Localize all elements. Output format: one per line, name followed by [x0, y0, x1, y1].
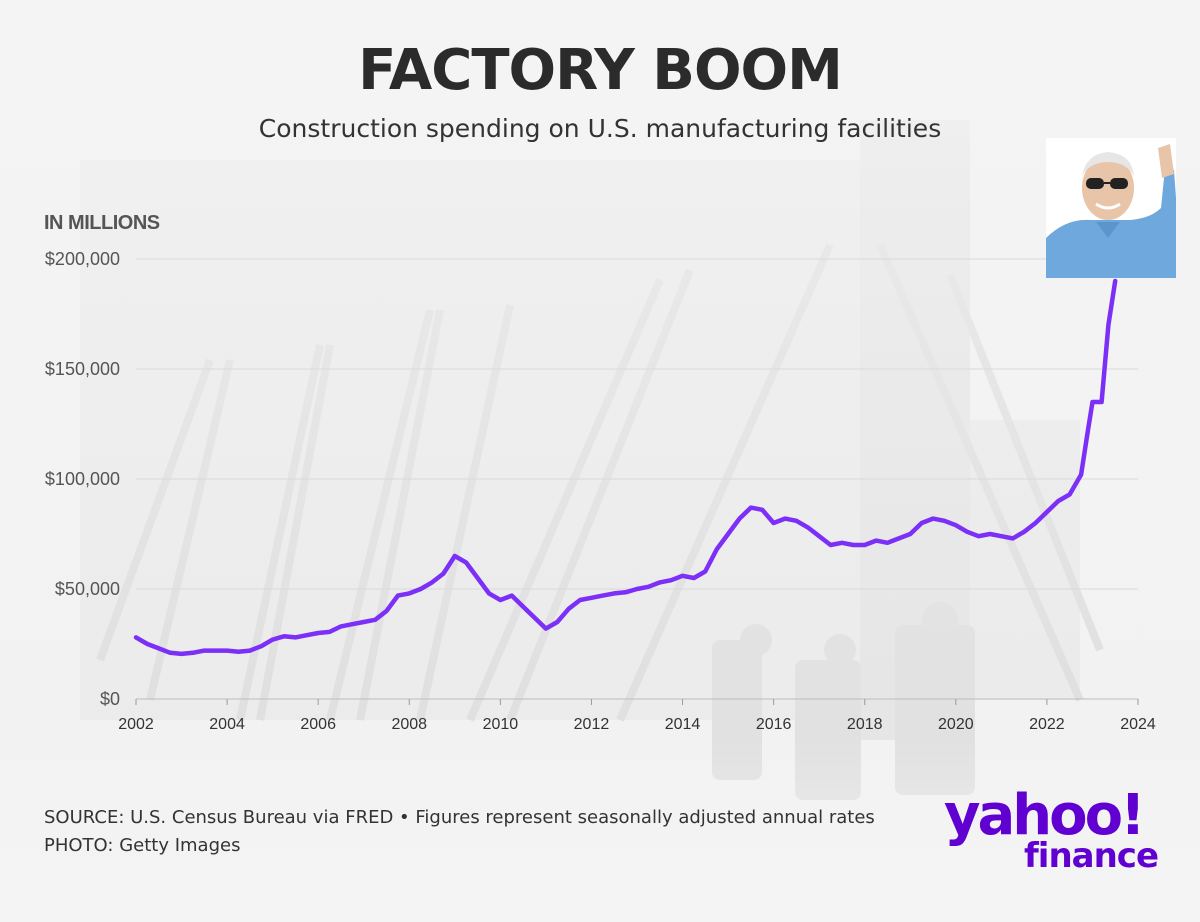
y-axis-unit-label: IN MILLIONS	[44, 212, 160, 234]
x-tick-label: 2014	[665, 716, 701, 733]
inset-portrait-photo	[1046, 138, 1176, 278]
yahoo-finance-logo: yahoo! finance	[944, 783, 1174, 877]
x-tick-label: 2024	[1120, 716, 1156, 733]
x-tick-label: 2006	[300, 716, 336, 733]
series-line	[133, 278, 1118, 657]
chart-subtitle: Construction spending on U.S. manufactur…	[258, 114, 942, 143]
x-tick-label: 2018	[847, 716, 883, 733]
x-tick-label: 2020	[938, 716, 974, 733]
x-tick-label: 2004	[209, 716, 245, 733]
y-tick-label: $100,000	[45, 469, 120, 489]
logo-subtitle: finance	[1024, 836, 1159, 876]
grid-lines	[136, 258, 1138, 700]
x-tick-label: 2010	[483, 716, 519, 733]
y-tick-label: $150,000	[45, 359, 120, 379]
x-tick-label: 2008	[391, 716, 427, 733]
logo-wordmark: yahoo!	[944, 783, 1146, 848]
x-tick-label: 2012	[574, 716, 610, 733]
x-tick-label: 2016	[756, 716, 792, 733]
source-note: SOURCE: U.S. Census Bureau via FRED • Fi…	[44, 804, 875, 860]
y-tick-label: $200,000	[45, 249, 120, 269]
y-axis-ticks: $0 $50,000 $100,000 $150,000 $200,000	[45, 249, 120, 709]
y-tick-label: $50,000	[55, 579, 120, 599]
source-line: SOURCE: U.S. Census Bureau via FRED • Fi…	[44, 807, 875, 828]
x-tick-label: 2002	[118, 716, 154, 733]
chart-title: FACTORY BOOM	[358, 38, 843, 103]
photo-credit: PHOTO: Getty Images	[44, 835, 241, 856]
x-axis-ticks: 2002 2004 2006 2008 2010 2012 2014 2016 2018 2020…	[118, 699, 1156, 733]
y-tick-label: $0	[100, 689, 120, 709]
x-tick-label: 2022	[1029, 716, 1065, 733]
